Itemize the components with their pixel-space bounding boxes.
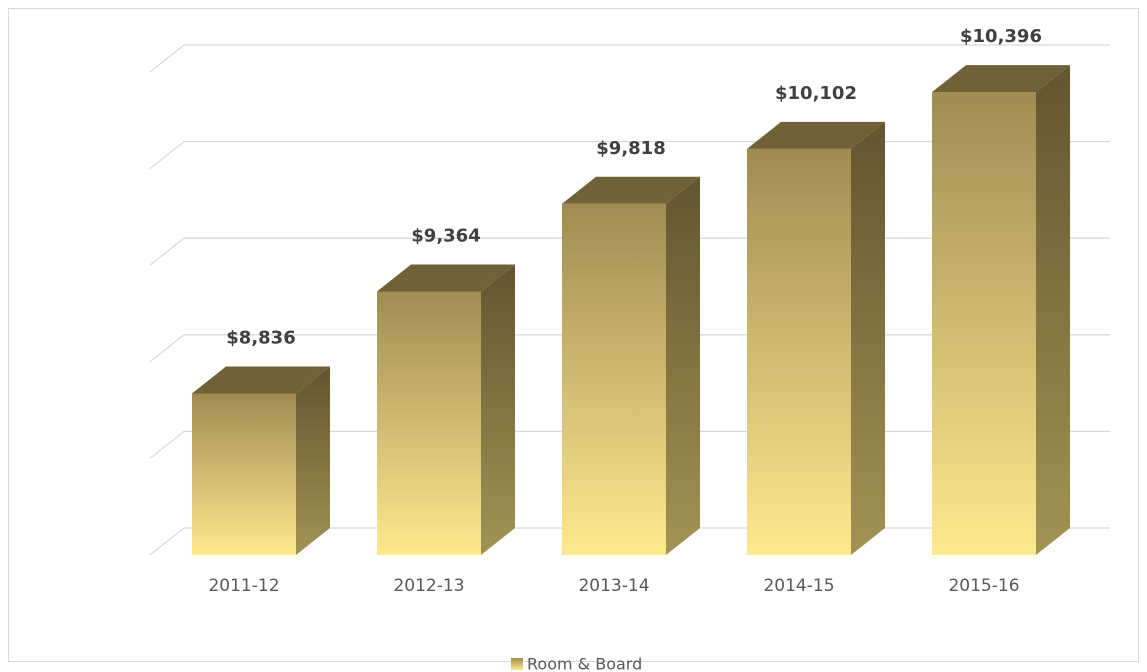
x-tick-label: 2013-14 [578,576,649,596]
bar-top [747,121,885,149]
value-label: $8,836 [226,327,295,348]
bar-front [932,92,1036,555]
bar-top [932,65,1070,93]
x-tick-label: 2011-12 [208,576,279,596]
bar-side [666,176,700,556]
x-tick-label: 2014-15 [763,576,834,596]
bar-top [377,264,515,292]
value-label: $9,364 [411,225,480,246]
bar-side [296,366,330,555]
value-label: $9,818 [596,138,665,159]
x-tick-label: 2015-16 [948,576,1019,596]
bar-top [192,366,330,394]
bar-front [562,203,666,556]
value-label: $10,102 [775,83,857,104]
grid-line [149,44,1110,73]
bar-side [1036,65,1070,555]
bar-side [481,264,515,555]
legend-label: Room & Board [527,655,642,672]
bar-front [377,291,481,555]
bar-side [851,121,885,555]
value-label: $10,396 [960,26,1042,47]
bar-front [747,148,851,555]
bar-top [562,176,700,204]
x-tick-label: 2012-13 [393,576,464,596]
legend-swatch [511,658,523,670]
bar-front [192,393,296,555]
